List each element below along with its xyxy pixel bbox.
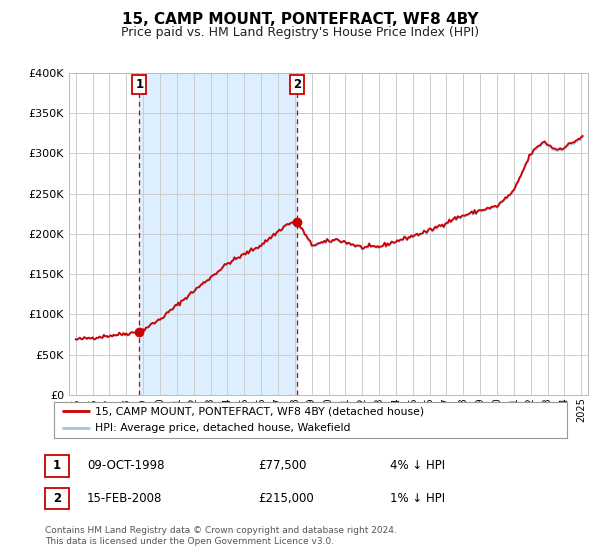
Bar bbox=[139, 73, 297, 395]
Text: £215,000: £215,000 bbox=[258, 492, 314, 505]
Text: 09-OCT-1998: 09-OCT-1998 bbox=[87, 459, 164, 473]
Text: 2: 2 bbox=[293, 78, 301, 91]
Text: This data is licensed under the Open Government Licence v3.0.: This data is licensed under the Open Gov… bbox=[45, 537, 334, 546]
Text: 15, CAMP MOUNT, PONTEFRACT, WF8 4BY: 15, CAMP MOUNT, PONTEFRACT, WF8 4BY bbox=[122, 12, 478, 27]
Text: Contains HM Land Registry data © Crown copyright and database right 2024.: Contains HM Land Registry data © Crown c… bbox=[45, 526, 397, 535]
Text: 1: 1 bbox=[53, 459, 61, 473]
Text: £77,500: £77,500 bbox=[258, 459, 307, 473]
Text: 4% ↓ HPI: 4% ↓ HPI bbox=[390, 459, 445, 473]
Text: Price paid vs. HM Land Registry's House Price Index (HPI): Price paid vs. HM Land Registry's House … bbox=[121, 26, 479, 39]
Text: 1% ↓ HPI: 1% ↓ HPI bbox=[390, 492, 445, 505]
Text: HPI: Average price, detached house, Wakefield: HPI: Average price, detached house, Wake… bbox=[95, 423, 350, 433]
Text: 15, CAMP MOUNT, PONTEFRACT, WF8 4BY (detached house): 15, CAMP MOUNT, PONTEFRACT, WF8 4BY (det… bbox=[95, 407, 424, 416]
Text: 15-FEB-2008: 15-FEB-2008 bbox=[87, 492, 163, 505]
Text: 1: 1 bbox=[135, 78, 143, 91]
Text: 2: 2 bbox=[53, 492, 61, 505]
